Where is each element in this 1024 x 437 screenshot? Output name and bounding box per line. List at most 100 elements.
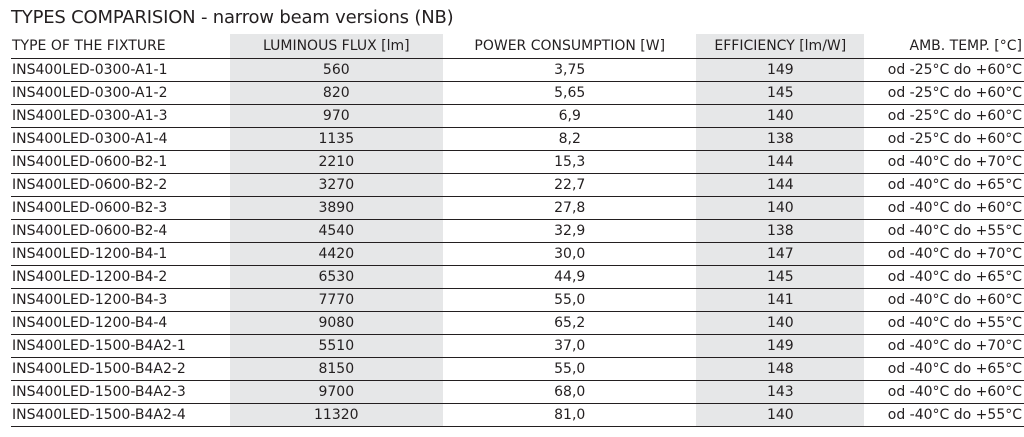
cell-luminous-flux: 8150 [229, 357, 443, 381]
table-row: INS400LED-1200-B4-4 9080 65,2 140 od -40°C d… [11, 311, 1024, 335]
cell-luminous-flux: 3270 [229, 173, 443, 197]
cell-fixture-type: INS400LED-1200-B4-1 [11, 242, 230, 266]
cell-fixture-type: INS400LED-0600-B2-3 [11, 196, 230, 220]
cell-fixture-type: INS400LED-0600-B2-1 [11, 150, 230, 174]
cell-luminous-flux: 560 [229, 58, 443, 82]
table-row: INS400LED-1200-B4-2 6530 44,9 145 od -40°C d… [11, 265, 1024, 289]
comparison-table: TYPE OF THE FIXTURE LUMINOUS FLUX [lm] P… [11, 34, 1024, 427]
cell-efficiency: 140 [696, 403, 865, 427]
cell-power-consumption: 65,2 [443, 311, 697, 335]
cell-power-consumption: 68,0 [443, 380, 697, 404]
table-row: INS400LED-0300-A1-1 560 3,75 149 od -25°C do… [11, 58, 1024, 82]
cell-power-consumption: 37,0 [443, 334, 697, 358]
cell-ambient-temp: od -40°C do +60°C [864, 196, 1024, 220]
cell-power-consumption: 15,3 [443, 150, 697, 174]
cell-power-consumption: 44,9 [443, 265, 697, 289]
table-row: INS400LED-1200-B4-1 4420 30,0 147 od -40°C d… [11, 242, 1024, 266]
table-row: INS400LED-1500-B4A2-1 5510 37,0 149 od -40°C… [11, 334, 1024, 358]
cell-ambient-temp: od -40°C do +65°C [864, 265, 1024, 289]
cell-fixture-type: INS400LED-0300-A1-4 [11, 127, 230, 151]
cell-luminous-flux: 2210 [229, 150, 443, 174]
cell-power-consumption: 27,8 [443, 196, 697, 220]
cell-efficiency: 144 [696, 150, 865, 174]
cell-fixture-type: INS400LED-1500-B4A2-3 [11, 380, 230, 404]
cell-power-consumption: 3,75 [443, 58, 697, 82]
cell-ambient-temp: od -40°C do +65°C [864, 357, 1024, 381]
cell-fixture-type: INS400LED-1500-B4A2-2 [11, 357, 230, 381]
table-row: INS400LED-0600-B2-1 2210 15,3 144 od -40°C d… [11, 150, 1024, 174]
table-row: INS400LED-1200-B4-3 7770 55,0 141 od -40°C d… [11, 288, 1024, 312]
cell-power-consumption: 55,0 [443, 357, 697, 381]
cell-fixture-type: INS400LED-1200-B4-3 [11, 288, 230, 312]
cell-efficiency: 138 [696, 127, 865, 151]
cell-power-consumption: 30,0 [443, 242, 697, 266]
cell-efficiency: 149 [696, 334, 865, 358]
cell-efficiency: 144 [696, 173, 865, 197]
cell-ambient-temp: od -25°C do +60°C [864, 127, 1024, 151]
cell-efficiency: 147 [696, 242, 865, 266]
cell-fixture-type: INS400LED-1500-B4A2-4 [11, 403, 230, 427]
table-row: INS400LED-1500-B4A2-4 11320 81,0 140 od -40°… [11, 403, 1024, 427]
cell-luminous-flux: 11320 [229, 403, 443, 427]
cell-ambient-temp: od -40°C do +70°C [864, 150, 1024, 174]
table-row: INS400LED-0600-B2-4 4540 32,9 138 od -40°C d… [11, 219, 1024, 243]
cell-fixture-type: INS400LED-0600-B2-4 [11, 219, 230, 243]
header-luminous-flux: LUMINOUS FLUX [lm] [229, 34, 443, 59]
cell-fixture-type: INS400LED-1200-B4-2 [11, 265, 230, 289]
cell-ambient-temp: od -25°C do +60°C [864, 104, 1024, 128]
cell-ambient-temp: od -40°C do +55°C [864, 311, 1024, 335]
cell-ambient-temp: od -40°C do +65°C [864, 173, 1024, 197]
cell-ambient-temp: od -40°C do +60°C [864, 380, 1024, 404]
cell-efficiency: 141 [696, 288, 865, 312]
cell-fixture-type: INS400LED-0300-A1-2 [11, 81, 230, 105]
cell-fixture-type: INS400LED-0300-A1-3 [11, 104, 230, 128]
header-efficiency: EFFICIENCY [lm/W] [696, 34, 865, 59]
cell-ambient-temp: od -25°C do +60°C [864, 58, 1024, 82]
cell-efficiency: 140 [696, 104, 865, 128]
cell-efficiency: 145 [696, 265, 865, 289]
cell-power-consumption: 5,65 [443, 81, 697, 105]
table-row: INS400LED-0300-A1-2 820 5,65 145 od -25°C do… [11, 81, 1024, 105]
table-title: TYPES COMPARISION - narrow beam versions… [11, 7, 454, 28]
cell-luminous-flux: 970 [229, 104, 443, 128]
cell-ambient-temp: od -40°C do +55°C [864, 219, 1024, 243]
table-row: INS400LED-0600-B2-2 3270 22,7 144 od -40°C d… [11, 173, 1024, 197]
cell-power-consumption: 8,2 [443, 127, 697, 151]
cell-luminous-flux: 1135 [229, 127, 443, 151]
cell-luminous-flux: 7770 [229, 288, 443, 312]
cell-power-consumption: 22,7 [443, 173, 697, 197]
table-row: INS400LED-0300-A1-4 1135 8,2 138 od -25°C do… [11, 127, 1024, 151]
cell-power-consumption: 55,0 [443, 288, 697, 312]
table-body: INS400LED-0300-A1-1 560 3,75 149 od -25°C do… [11, 58, 1024, 427]
header-ambient-temp: AMB. TEMP. [°C] [864, 34, 1024, 59]
table-row: INS400LED-1500-B4A2-2 8150 55,0 148 od -40°C… [11, 357, 1024, 381]
cell-luminous-flux: 3890 [229, 196, 443, 220]
cell-fixture-type: INS400LED-1500-B4A2-1 [11, 334, 230, 358]
cell-luminous-flux: 820 [229, 81, 443, 105]
cell-efficiency: 145 [696, 81, 865, 105]
cell-power-consumption: 81,0 [443, 403, 697, 427]
table-row: INS400LED-0600-B2-3 3890 27,8 140 od -40°C d… [11, 196, 1024, 220]
cell-luminous-flux: 6530 [229, 265, 443, 289]
cell-ambient-temp: od -25°C do +60°C [864, 81, 1024, 105]
cell-efficiency: 138 [696, 219, 865, 243]
cell-luminous-flux: 9080 [229, 311, 443, 335]
cell-luminous-flux: 9700 [229, 380, 443, 404]
cell-ambient-temp: od -40°C do +70°C [864, 334, 1024, 358]
cell-efficiency: 149 [696, 58, 865, 82]
cell-luminous-flux: 4420 [229, 242, 443, 266]
table-row: INS400LED-1500-B4A2-3 9700 68,0 143 od -40°C… [11, 380, 1024, 404]
table-row: INS400LED-0300-A1-3 970 6,9 140 od -25°C do … [11, 104, 1024, 128]
header-fixture-type: TYPE OF THE FIXTURE [11, 34, 230, 59]
cell-ambient-temp: od -40°C do +60°C [864, 288, 1024, 312]
cell-efficiency: 140 [696, 311, 865, 335]
cell-power-consumption: 32,9 [443, 219, 697, 243]
cell-luminous-flux: 4540 [229, 219, 443, 243]
cell-efficiency: 148 [696, 357, 865, 381]
cell-fixture-type: INS400LED-1200-B4-4 [11, 311, 230, 335]
cell-ambient-temp: od -40°C do +55°C [864, 403, 1024, 427]
header-row: TYPE OF THE FIXTURE LUMINOUS FLUX [lm] P… [11, 34, 1024, 59]
cell-efficiency: 140 [696, 196, 865, 220]
cell-efficiency: 143 [696, 380, 865, 404]
header-power-consumption: POWER CONSUMPTION [W] [443, 34, 697, 59]
